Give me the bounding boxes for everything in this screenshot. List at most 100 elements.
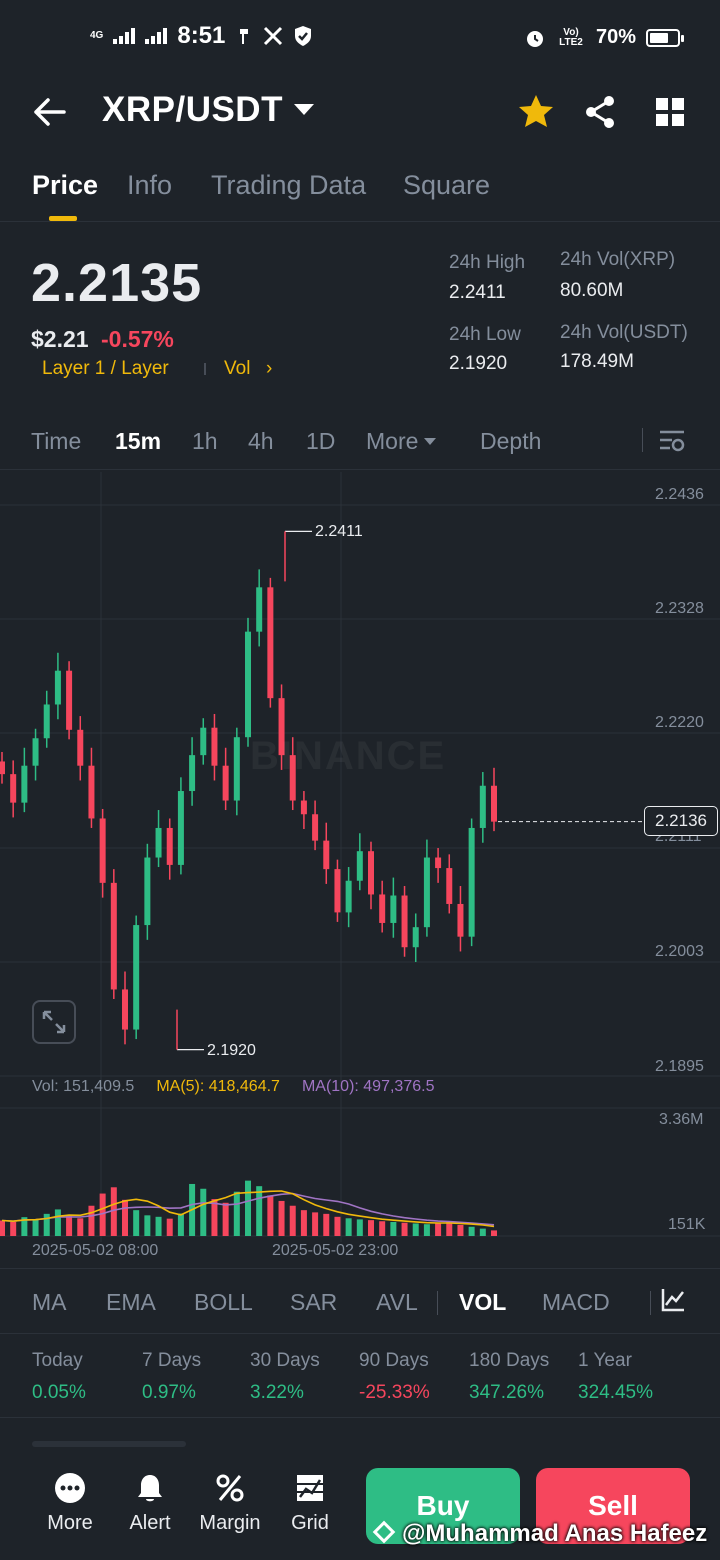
- pair-dropdown-icon[interactable]: [294, 104, 314, 115]
- indicator-boll[interactable]: BOLL: [194, 1289, 253, 1315]
- candle: [0, 761, 5, 775]
- bell-icon: [138, 1475, 162, 1502]
- volume-bar: [457, 1224, 464, 1236]
- candle: [323, 840, 330, 870]
- candle: [356, 851, 363, 881]
- chevron-right-icon[interactable]: ›: [266, 358, 273, 379]
- candle: [479, 785, 486, 828]
- caret-down-icon: [424, 438, 437, 445]
- volume-bar: [133, 1210, 140, 1236]
- candle: [345, 880, 352, 913]
- indicator-macd[interactable]: MACD: [542, 1289, 610, 1315]
- perf-value-30d: 3.22%: [250, 1382, 304, 1403]
- candle: [88, 765, 95, 819]
- candle: [99, 818, 106, 883]
- price-tick: 2.2003: [655, 943, 704, 960]
- volume-bar: [345, 1218, 352, 1236]
- volume-bar: [0, 1220, 5, 1236]
- interval-bar: Time 15m 1h 4h 1D More Depth: [0, 412, 720, 470]
- tag-divider: [204, 363, 206, 375]
- volume-bar: [379, 1221, 386, 1236]
- grid-icon[interactable]: [650, 92, 690, 132]
- indicator-ma[interactable]: MA: [32, 1289, 67, 1315]
- candle: [267, 587, 274, 699]
- candle: [77, 729, 84, 766]
- candle: [110, 882, 117, 990]
- expand-chart-button[interactable]: [32, 1000, 76, 1044]
- price-tick: 2.2436: [655, 486, 704, 503]
- volume-bar: [468, 1226, 475, 1236]
- ma5-value: MA(5): 418,464.7: [156, 1078, 280, 1095]
- diamond-icon: [372, 1520, 396, 1544]
- pair-title[interactable]: XRP/USDT: [102, 90, 283, 129]
- indicator-divider: [437, 1291, 438, 1315]
- ma10-line: [1, 1192, 495, 1226]
- interval-1h[interactable]: 1h: [192, 428, 218, 454]
- clock: 8:51: [177, 22, 226, 49]
- indicator-avl[interactable]: AVL: [376, 1289, 418, 1315]
- margin-button[interactable]: Margin: [190, 1472, 270, 1535]
- volume-bar: [211, 1199, 218, 1236]
- vol-quote-value: 178.49M: [560, 351, 634, 372]
- volume-bar: [110, 1187, 117, 1236]
- indicator-ema[interactable]: EMA: [106, 1289, 156, 1315]
- category-tag[interactable]: Layer 1 / Layer: [42, 358, 169, 379]
- indicator-sar[interactable]: SAR: [290, 1289, 338, 1315]
- volume-bar: [245, 1180, 251, 1236]
- indicator-bar: MA EMA BOLL SAR AVL VOL MACD: [0, 1268, 720, 1334]
- chart-area[interactable]: BINANCE 2.2436 2.2328 2.2220 2.2111 2.20…: [0, 472, 720, 1267]
- ma5-line: [1, 1190, 495, 1228]
- chart-settings-icon[interactable]: [658, 428, 686, 454]
- margin-label: Margin: [199, 1512, 261, 1534]
- vol-tag[interactable]: Vol: [224, 358, 251, 379]
- volume-bar: [446, 1221, 453, 1236]
- indicator-settings-icon[interactable]: [660, 1287, 686, 1313]
- volume-bar: [267, 1195, 274, 1236]
- share-icon[interactable]: [580, 92, 620, 132]
- network-type-label: 4G: [90, 30, 104, 41]
- volume-bar: [88, 1205, 95, 1236]
- vol-base-label: 24h Vol(XRP): [560, 249, 676, 270]
- alert-button[interactable]: Alert: [110, 1472, 190, 1535]
- back-arrow-icon[interactable]: [30, 92, 70, 132]
- candle: [133, 925, 140, 1030]
- candle: [66, 670, 73, 730]
- interval-depth[interactable]: Depth: [480, 428, 542, 454]
- interval-4h[interactable]: 4h: [248, 428, 274, 454]
- tab-trading-data[interactable]: Trading Data: [211, 170, 367, 200]
- candle: [166, 827, 173, 865]
- candle: [334, 869, 341, 913]
- volume-bar: [289, 1205, 296, 1236]
- volume-bar: [368, 1220, 374, 1236]
- volume-bar: [390, 1221, 397, 1236]
- tab-price[interactable]: Price: [32, 170, 99, 200]
- sell-button[interactable]: Sell: [536, 1468, 690, 1544]
- candle: [491, 785, 497, 822]
- candle: [211, 727, 218, 766]
- candlestick-chart[interactable]: [0, 472, 720, 1267]
- last-price: 2.2135: [31, 253, 203, 313]
- candle: [457, 903, 464, 937]
- interval-time[interactable]: Time: [31, 428, 82, 454]
- volume-bar: [278, 1200, 285, 1236]
- grid-bot-icon: [297, 1475, 323, 1501]
- collapsed-panel-handle[interactable]: [32, 1441, 186, 1447]
- star-icon[interactable]: [516, 92, 556, 132]
- indicator-vol[interactable]: VOL: [459, 1289, 507, 1315]
- interval-more[interactable]: More: [366, 428, 437, 455]
- more-icon: [55, 1473, 85, 1503]
- price-tick: 2.2220: [655, 714, 704, 731]
- candle: [468, 827, 475, 937]
- indicator-divider: [650, 1291, 651, 1315]
- interval-15m[interactable]: 15m: [115, 428, 162, 454]
- interval-1d[interactable]: 1D: [306, 428, 336, 454]
- tab-info[interactable]: Info: [127, 170, 173, 200]
- candle: [54, 670, 61, 705]
- buy-button[interactable]: Buy: [366, 1468, 520, 1544]
- volume-bar: [66, 1216, 73, 1236]
- more-button[interactable]: More: [30, 1472, 110, 1535]
- tab-square[interactable]: Square: [403, 170, 491, 200]
- candle: [423, 857, 430, 928]
- candle: [155, 827, 162, 858]
- grid-bot-button[interactable]: Grid: [270, 1472, 350, 1535]
